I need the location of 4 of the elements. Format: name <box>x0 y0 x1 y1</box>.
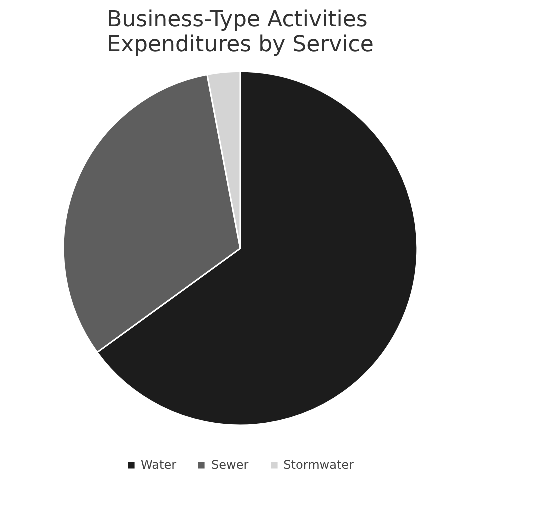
chart-title: Business-Type Activities Expenditures by Service <box>107 8 374 58</box>
legend-label: Water <box>141 458 177 472</box>
legend-label: Stormwater <box>284 458 354 472</box>
legend-label: Sewer <box>212 458 249 472</box>
